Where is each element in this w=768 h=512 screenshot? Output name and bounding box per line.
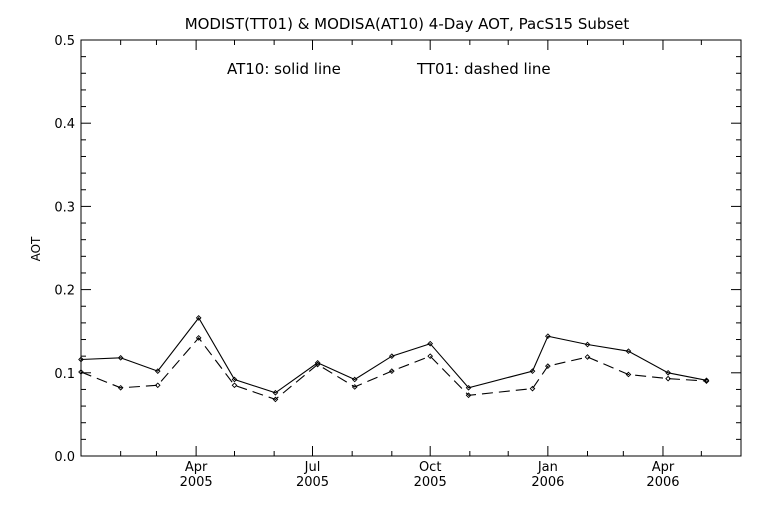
y-tick-label: 0.0 xyxy=(54,450,75,465)
data-point-tt01 xyxy=(351,384,358,390)
data-point-tt01 xyxy=(584,354,591,360)
x-tick-year: 2005 xyxy=(180,475,213,490)
data-point-at10 xyxy=(529,368,536,374)
data-point-tt01 xyxy=(78,369,84,375)
data-point-at10 xyxy=(665,369,671,376)
data-point-tt01 xyxy=(272,396,279,403)
y-tick-label: 0.2 xyxy=(54,284,75,299)
data-point-at10 xyxy=(117,354,124,361)
data-point-at10 xyxy=(545,333,551,340)
x-tick-year: 2005 xyxy=(414,475,447,490)
x-tick-month: Apr xyxy=(185,460,208,475)
data-point-tt01 xyxy=(314,361,321,368)
data-point-tt01 xyxy=(427,353,434,359)
data-point-at10 xyxy=(625,348,632,355)
data-point-tt01 xyxy=(465,392,472,399)
y-tick-label: 0.5 xyxy=(54,34,75,49)
data-point-at10 xyxy=(154,368,161,374)
data-point-at10 xyxy=(231,376,238,383)
x-tick-month: Apr xyxy=(652,460,675,475)
data-point-at10 xyxy=(351,376,358,383)
x-tick-month: Oct xyxy=(419,460,441,475)
y-tick-label: 0.1 xyxy=(54,367,75,382)
data-point-tt01 xyxy=(529,385,536,392)
y-axis-label: AOT xyxy=(29,236,43,261)
data-point-at10 xyxy=(272,389,279,396)
data-point-tt01 xyxy=(545,363,551,369)
x-tick-year: 2006 xyxy=(531,475,564,490)
data-point-at10 xyxy=(388,353,395,359)
annotation-solid: AT10: solid line xyxy=(227,60,341,78)
data-point-tt01 xyxy=(703,378,710,384)
data-point-at10 xyxy=(465,384,472,391)
x-tick-year: 2005 xyxy=(296,475,329,490)
y-tick-label: 0.3 xyxy=(54,200,75,215)
x-tick-month: Jan xyxy=(537,460,558,475)
plot-frame xyxy=(80,39,742,457)
series-layer xyxy=(78,315,710,403)
x-tick-month: Jul xyxy=(304,460,321,475)
data-point-at10 xyxy=(427,340,434,347)
y-tick-label: 0.4 xyxy=(54,117,75,132)
data-point-at10 xyxy=(195,315,202,321)
data-point-tt01 xyxy=(231,382,238,389)
data-point-tt01 xyxy=(625,371,632,378)
data-point-tt01 xyxy=(195,335,202,341)
data-point-at10 xyxy=(703,377,710,384)
x-tick-year: 2006 xyxy=(646,475,679,490)
series-line-at10 xyxy=(80,316,707,394)
data-point-tt01 xyxy=(665,375,671,382)
annotation-dashed: TT01: dashed line xyxy=(416,60,551,78)
series-line-tt01 xyxy=(80,337,707,401)
data-point-tt01 xyxy=(388,368,395,374)
data-point-tt01 xyxy=(154,382,161,389)
data-point-tt01 xyxy=(117,384,124,391)
chart-title: MODIST(TT01) & MODISA(AT10) 4-Day AOT, P… xyxy=(185,15,630,33)
y-axis: 0.0 0.1 0.2 0.3 0.4 0.5 xyxy=(54,34,741,465)
data-point-at10 xyxy=(78,356,84,363)
data-point-at10 xyxy=(584,341,591,348)
